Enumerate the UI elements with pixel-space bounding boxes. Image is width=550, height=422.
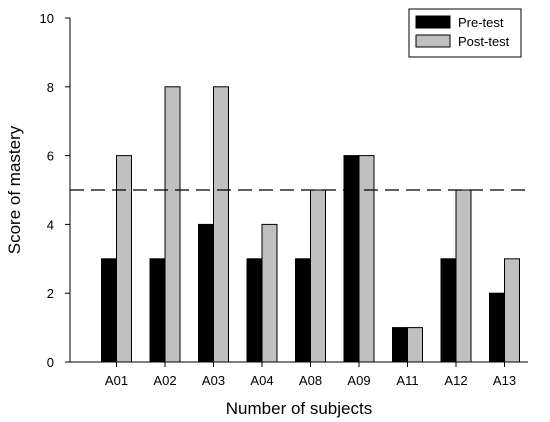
x-tick-label-a08: A08 <box>299 373 322 388</box>
x-tick-label-a02: A02 <box>153 373 176 388</box>
y-tick-label-4: 4 <box>47 217 54 232</box>
x-tick-label-a01: A01 <box>105 373 128 388</box>
bar-pre-test-a03 <box>198 223 214 363</box>
axes-layer <box>69 18 528 363</box>
y-tick-label-8: 8 <box>47 80 54 95</box>
bar-pre-test-a02 <box>149 258 166 363</box>
bar-pre-test-a04 <box>246 258 263 363</box>
x-tick-label-a04: A04 <box>250 373 273 388</box>
bar-post-test-a02 <box>164 86 181 363</box>
legend-label-post-test: Post-test <box>458 34 510 49</box>
bar-post-test-a01 <box>116 155 132 363</box>
legend-swatch-post-test <box>415 34 451 48</box>
bar-pre-test-a01 <box>101 258 117 363</box>
bar-post-test-a04 <box>261 223 278 363</box>
bar-post-test-a03 <box>213 86 229 363</box>
y-tick-label-2: 2 <box>47 286 54 301</box>
legend: Pre-test Post-test <box>408 8 522 58</box>
bar-pre-test-a11 <box>392 327 408 363</box>
x-tick-label-a12: A12 <box>444 373 467 388</box>
x-axis-title: Number of subjects <box>226 399 372 418</box>
bars-layer <box>101 86 520 363</box>
x-tick-label-a13: A13 <box>493 373 516 388</box>
legend-swatch-pre-test <box>415 15 451 29</box>
bar-post-test-a12 <box>455 189 472 363</box>
ticks-layer: 0 2 4 6 8 10 A01 A02 A03 A04 A08 A09 A11 A12 A13 <box>40 11 517 388</box>
bar-pre-test-a13 <box>489 292 505 363</box>
bar-post-test-a09 <box>358 155 375 363</box>
legend-label-pre-test: Pre-test <box>458 15 504 30</box>
bar-post-test-a11 <box>407 327 423 363</box>
bar-post-test-a13 <box>504 258 520 363</box>
bar-pre-test-a12 <box>440 258 457 363</box>
y-axis-title: Score of mastery <box>5 125 24 254</box>
y-tick-label-10: 10 <box>40 11 54 26</box>
bar-post-test-a08 <box>310 189 326 363</box>
y-tick-label-0: 0 <box>47 355 54 370</box>
y-tick-label-6: 6 <box>47 149 54 164</box>
x-tick-label-a09: A09 <box>347 373 370 388</box>
x-tick-label-a03: A03 <box>202 373 225 388</box>
bar-pre-test-a09 <box>343 155 360 363</box>
bar-pre-test-a08 <box>295 258 311 363</box>
x-tick-label-a11: A11 <box>396 373 418 388</box>
